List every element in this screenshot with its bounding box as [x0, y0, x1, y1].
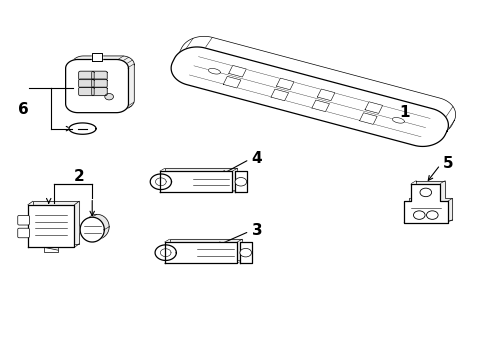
Polygon shape: [69, 123, 96, 134]
FancyBboxPatch shape: [18, 215, 29, 225]
Polygon shape: [92, 87, 107, 96]
Polygon shape: [79, 79, 94, 87]
Polygon shape: [208, 68, 220, 74]
Polygon shape: [317, 89, 334, 101]
Polygon shape: [403, 184, 447, 222]
Polygon shape: [79, 71, 94, 80]
Text: 4: 4: [251, 151, 262, 166]
Circle shape: [419, 188, 431, 197]
Text: 1: 1: [398, 105, 409, 120]
Polygon shape: [364, 102, 382, 113]
Polygon shape: [65, 59, 128, 113]
Circle shape: [413, 211, 424, 219]
Polygon shape: [408, 181, 451, 220]
Polygon shape: [28, 205, 74, 247]
Polygon shape: [239, 242, 251, 263]
Polygon shape: [178, 36, 455, 136]
Polygon shape: [228, 66, 246, 77]
Polygon shape: [92, 53, 102, 61]
Circle shape: [426, 211, 437, 219]
Text: 3: 3: [251, 223, 262, 238]
Polygon shape: [391, 117, 404, 123]
Polygon shape: [33, 201, 79, 244]
Text: 2: 2: [74, 169, 84, 184]
Polygon shape: [169, 239, 242, 260]
Polygon shape: [92, 79, 107, 87]
Polygon shape: [80, 217, 104, 242]
Circle shape: [240, 248, 251, 257]
Polygon shape: [171, 47, 447, 147]
Polygon shape: [311, 100, 329, 112]
Polygon shape: [359, 113, 376, 125]
Polygon shape: [276, 78, 293, 90]
Polygon shape: [164, 168, 237, 190]
Circle shape: [235, 177, 246, 186]
Polygon shape: [234, 171, 246, 192]
Polygon shape: [160, 171, 232, 192]
Polygon shape: [164, 242, 237, 263]
Polygon shape: [223, 76, 241, 88]
Polygon shape: [92, 71, 107, 80]
Polygon shape: [71, 56, 134, 109]
Text: 6: 6: [18, 102, 28, 117]
Circle shape: [104, 94, 113, 100]
Polygon shape: [85, 215, 109, 239]
Polygon shape: [79, 87, 94, 96]
Polygon shape: [270, 89, 288, 101]
FancyBboxPatch shape: [18, 228, 29, 238]
Polygon shape: [155, 245, 176, 260]
Polygon shape: [150, 174, 171, 190]
Text: 5: 5: [442, 156, 452, 171]
